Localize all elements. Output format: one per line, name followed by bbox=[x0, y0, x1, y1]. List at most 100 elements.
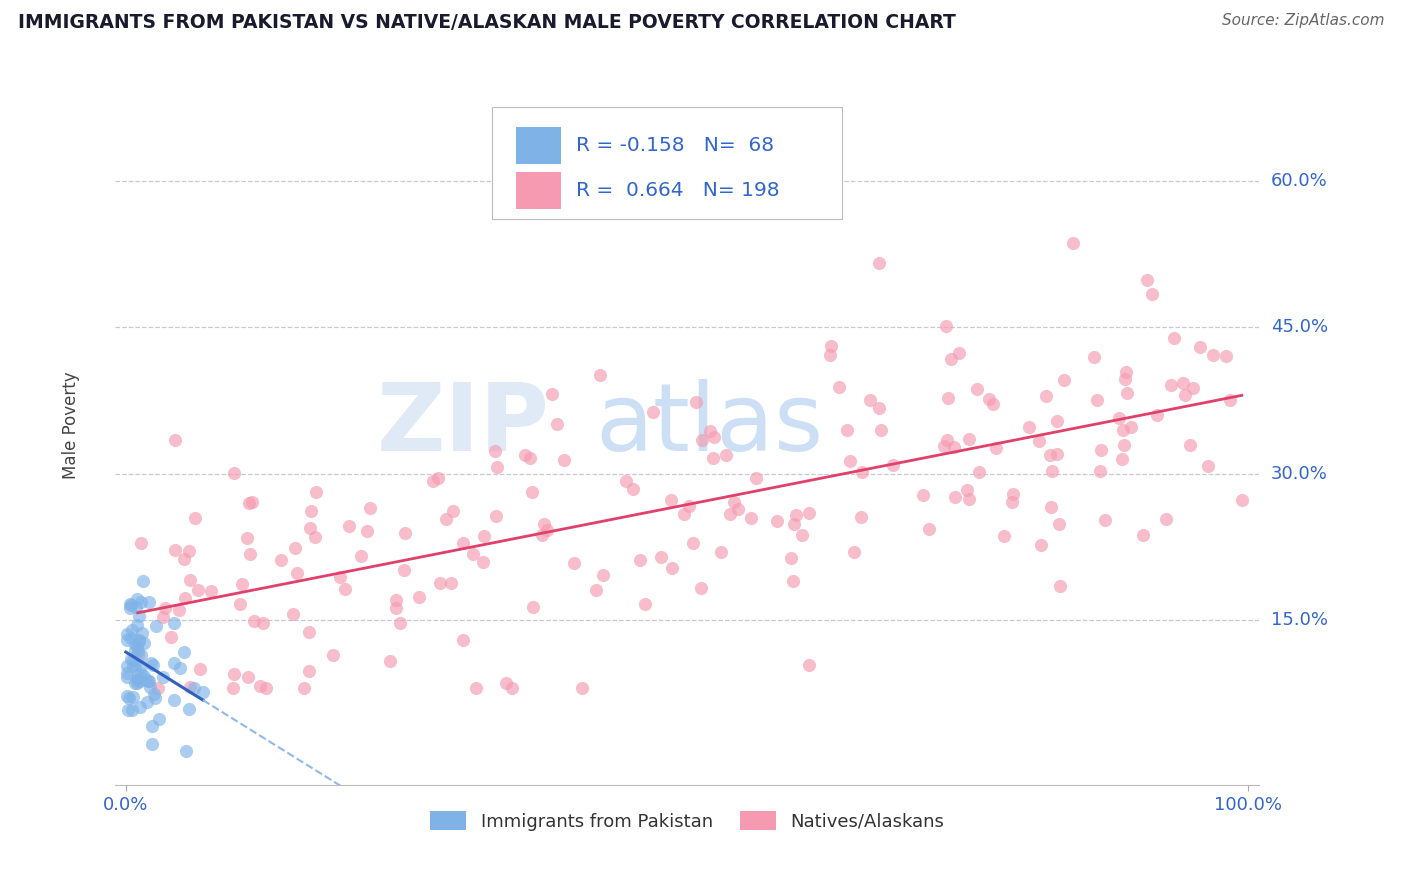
Point bbox=[118, 691, 141, 706]
Point bbox=[782, 574, 804, 588]
Point bbox=[148, 712, 170, 726]
Point bbox=[1215, 350, 1237, 364]
Point bbox=[835, 423, 858, 437]
Point bbox=[541, 387, 564, 401]
Point bbox=[1230, 493, 1253, 508]
Point bbox=[1001, 494, 1024, 508]
Point bbox=[283, 607, 305, 621]
Text: 15.0%: 15.0% bbox=[1271, 611, 1327, 629]
Point bbox=[335, 582, 357, 596]
Point bbox=[270, 553, 292, 567]
Legend: Immigrants from Pakistan, Natives/Alaskans: Immigrants from Pakistan, Natives/Alaska… bbox=[430, 811, 945, 830]
Point bbox=[179, 573, 201, 587]
Point bbox=[682, 535, 704, 549]
Point bbox=[152, 610, 174, 624]
Point bbox=[463, 547, 485, 561]
Point bbox=[828, 380, 851, 394]
Point bbox=[685, 395, 707, 409]
Point bbox=[127, 644, 149, 658]
Point bbox=[522, 600, 544, 615]
Point bbox=[672, 507, 695, 521]
Point bbox=[519, 451, 541, 466]
Point bbox=[408, 590, 430, 604]
Point bbox=[117, 658, 139, 673]
Point bbox=[141, 737, 163, 751]
Point bbox=[1146, 408, 1168, 422]
Point bbox=[359, 500, 381, 515]
Point bbox=[176, 744, 198, 758]
Point bbox=[392, 563, 415, 577]
Point bbox=[134, 668, 156, 682]
Point bbox=[329, 570, 352, 584]
Point bbox=[163, 616, 186, 631]
Point bbox=[136, 696, 159, 710]
Point bbox=[173, 552, 195, 566]
Point bbox=[125, 640, 148, 654]
Point bbox=[229, 597, 252, 611]
Point bbox=[128, 633, 150, 648]
Point bbox=[173, 645, 195, 659]
Point bbox=[124, 643, 146, 657]
Point bbox=[495, 676, 517, 690]
Point bbox=[127, 673, 149, 687]
Point bbox=[139, 657, 162, 671]
Point bbox=[702, 450, 724, 465]
Point bbox=[643, 405, 665, 419]
Point bbox=[1171, 376, 1194, 391]
Point bbox=[1028, 434, 1050, 448]
Point bbox=[163, 433, 186, 447]
Point bbox=[224, 467, 246, 481]
Point bbox=[956, 483, 979, 497]
Point bbox=[744, 471, 766, 485]
Point bbox=[115, 665, 138, 680]
Point bbox=[1119, 419, 1142, 434]
Point bbox=[727, 501, 749, 516]
Point bbox=[183, 681, 205, 696]
Point bbox=[124, 637, 146, 651]
Point bbox=[191, 685, 214, 699]
Point bbox=[138, 674, 160, 689]
Point bbox=[389, 616, 412, 631]
Point bbox=[129, 648, 152, 663]
Point bbox=[1115, 365, 1137, 379]
Point bbox=[173, 591, 195, 606]
Point bbox=[1083, 350, 1105, 364]
Point bbox=[868, 401, 890, 416]
Point bbox=[128, 609, 150, 624]
Point bbox=[484, 443, 506, 458]
FancyBboxPatch shape bbox=[516, 127, 561, 164]
Point bbox=[678, 500, 700, 514]
Point bbox=[1046, 447, 1069, 461]
Point bbox=[188, 662, 211, 676]
Point bbox=[1039, 500, 1062, 515]
Point bbox=[849, 510, 872, 524]
Point bbox=[939, 352, 962, 367]
Point bbox=[1035, 389, 1057, 403]
Point bbox=[146, 681, 169, 695]
Point bbox=[200, 583, 222, 598]
Point bbox=[797, 507, 820, 521]
Point bbox=[720, 507, 742, 521]
Point bbox=[239, 547, 262, 561]
Point bbox=[131, 595, 153, 609]
Point bbox=[169, 661, 191, 675]
Point bbox=[240, 495, 263, 509]
Point bbox=[1085, 393, 1108, 408]
Point bbox=[165, 542, 187, 557]
Point bbox=[531, 528, 554, 542]
Point bbox=[1154, 512, 1177, 526]
Point bbox=[120, 599, 142, 613]
Point bbox=[699, 424, 721, 438]
Point bbox=[868, 256, 890, 270]
Point bbox=[486, 460, 509, 475]
Point bbox=[869, 424, 891, 438]
Point bbox=[124, 658, 146, 673]
Point bbox=[966, 382, 988, 396]
Point bbox=[117, 703, 139, 717]
Point bbox=[141, 719, 163, 733]
Point bbox=[911, 488, 934, 502]
Point bbox=[142, 658, 165, 673]
Point bbox=[818, 348, 841, 362]
Point bbox=[785, 508, 807, 523]
Point bbox=[1188, 340, 1211, 354]
